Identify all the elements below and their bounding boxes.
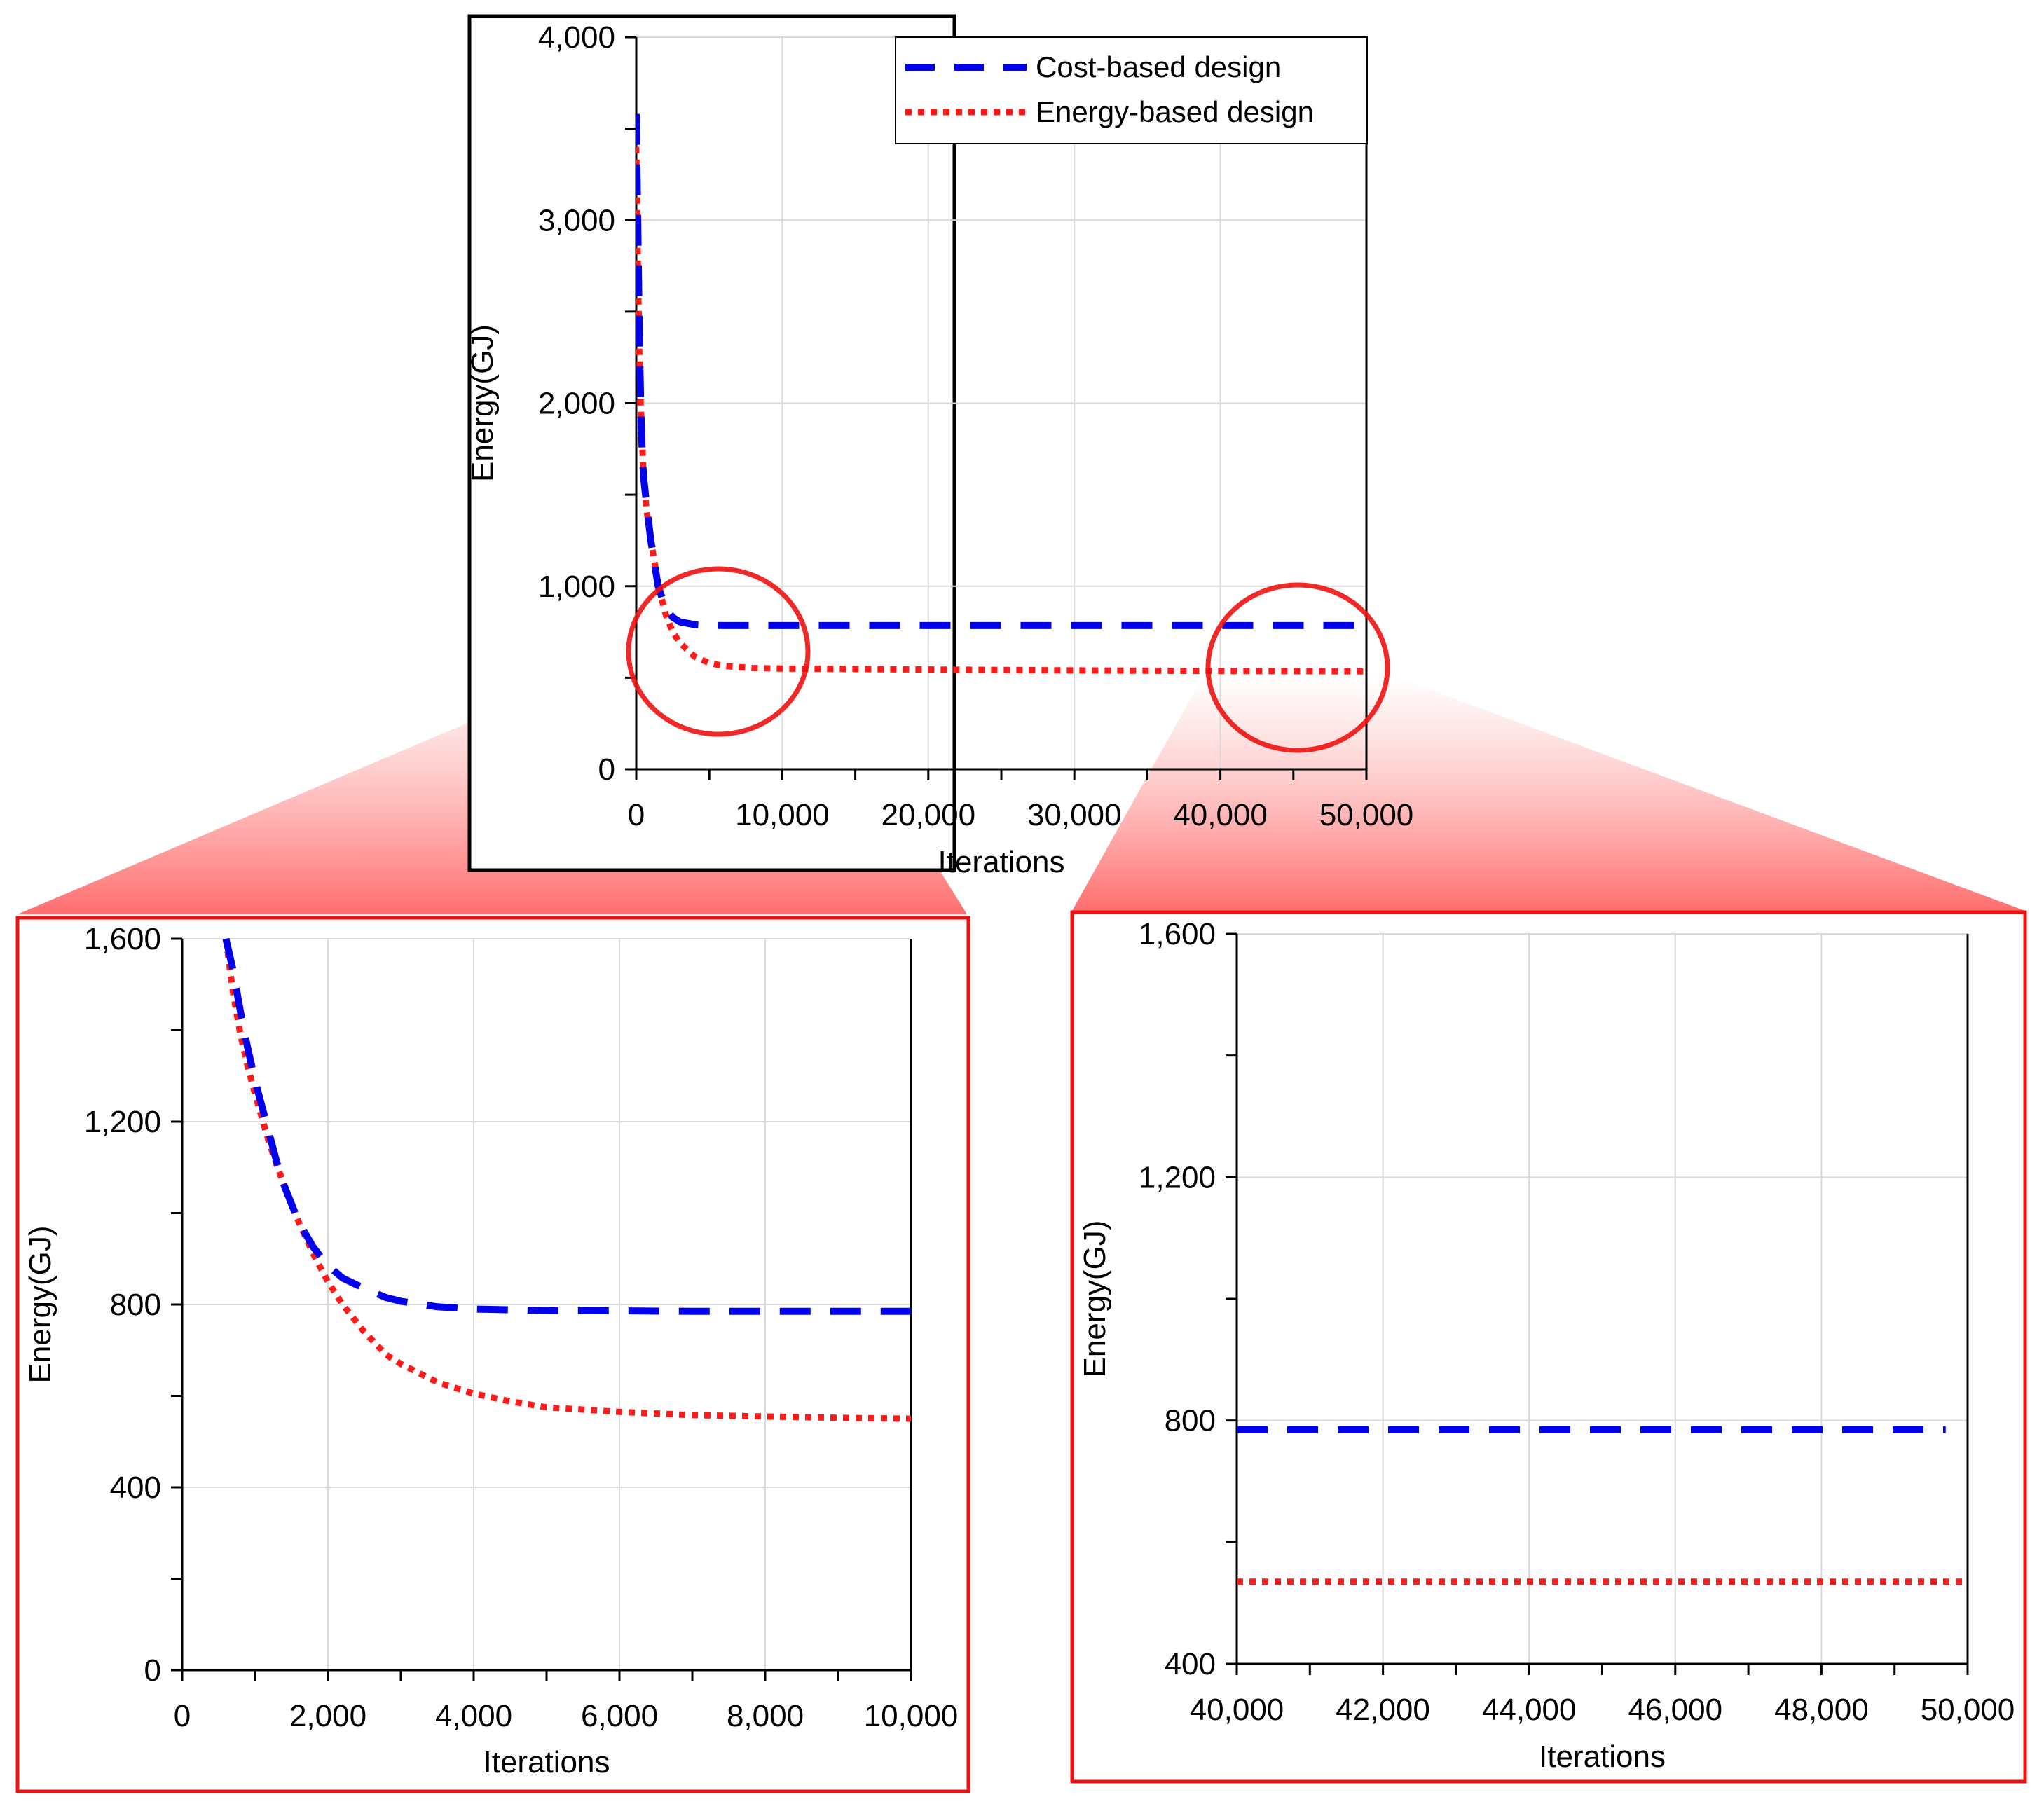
- y-tick-label: 800: [110, 1288, 161, 1322]
- overview-chart: 0 10,000 20,000 30,000 40,000 50,000 0 1,000 2,0…: [465, 14, 1414, 879]
- y-tick-label: 1,600: [1139, 917, 1216, 951]
- legend-box: [895, 36, 1368, 144]
- y-tick-label: 4,000: [538, 20, 615, 55]
- x-tick-label: 6,000: [581, 1699, 658, 1733]
- y-tick-label: 1,200: [1139, 1160, 1216, 1194]
- chart-frame: [15, 916, 970, 1793]
- zoom-circle-early: [626, 566, 811, 737]
- x-tick-label: 30,000: [1027, 798, 1122, 832]
- zoom-wedge-right: [1072, 673, 2025, 911]
- x-tick-label: 46,000: [1628, 1693, 1723, 1727]
- series-line-energy-based: [222, 938, 912, 1422]
- x-tick-label: 40,000: [1173, 798, 1268, 832]
- x-tick-label: 44,000: [1482, 1693, 1577, 1727]
- x-tick-label: 0: [628, 798, 645, 832]
- x-tick-label: 20,000: [882, 798, 976, 832]
- y-tick-label: 3,000: [538, 203, 615, 237]
- y-tick-label: 1,600: [84, 922, 161, 956]
- chart-frame: [1070, 910, 2027, 1784]
- y-tick-label: 1,200: [84, 1105, 161, 1139]
- x-tick-label: 42,000: [1336, 1693, 1430, 1727]
- y-tick-label: 400: [1165, 1647, 1216, 1681]
- x-tick-label: 48,000: [1774, 1693, 1869, 1727]
- x-tick-label: 10,000: [864, 1699, 959, 1733]
- y-axis-title: Energy(GJ): [465, 324, 500, 482]
- zoom-circle-late: [1205, 582, 1390, 753]
- y-tick-label: 0: [598, 752, 615, 787]
- y-tick-label: 0: [144, 1653, 161, 1688]
- x-tick-label: 40,000: [1190, 1693, 1284, 1727]
- zoom-early-chart: 0 2,000 4,000 6,000 8,000 10,000 0 400 800 1,200 1…: [15, 916, 970, 1793]
- y-tick-label: 800: [1165, 1404, 1216, 1438]
- legend-label-cost: Cost-based design: [1036, 50, 1281, 83]
- x-tick-label: 2,000: [289, 1699, 366, 1733]
- x-tick-label: 4,000: [435, 1699, 512, 1733]
- y-axis-title: Energy(GJ): [23, 1226, 57, 1384]
- x-axis-title: Iterations: [938, 845, 1065, 879]
- legend-label-energy: Energy-based design: [1036, 95, 1314, 128]
- x-tick-label: 50,000: [1319, 798, 1414, 832]
- x-axis-title: Iterations: [1539, 1740, 1666, 1774]
- y-tick-label: 1,000: [538, 570, 615, 604]
- x-axis-title: Iterations: [483, 1745, 610, 1779]
- x-tick-label: 8,000: [727, 1699, 804, 1733]
- y-tick-label: 400: [110, 1471, 161, 1505]
- x-tick-label: 0: [174, 1699, 191, 1733]
- chart-frame: [467, 14, 956, 872]
- x-tick-label: 50,000: [1921, 1693, 2015, 1727]
- zoom-late-chart: 40,000 42,000 44,000 46,000 48,000 50,000 400 8…: [1070, 910, 2027, 1784]
- y-axis-title: Energy(GJ): [1078, 1220, 1112, 1378]
- legend: Cost-based design Energy-based design: [895, 36, 1368, 144]
- x-tick-label: 10,000: [735, 798, 830, 832]
- y-tick-label: 2,000: [538, 387, 615, 421]
